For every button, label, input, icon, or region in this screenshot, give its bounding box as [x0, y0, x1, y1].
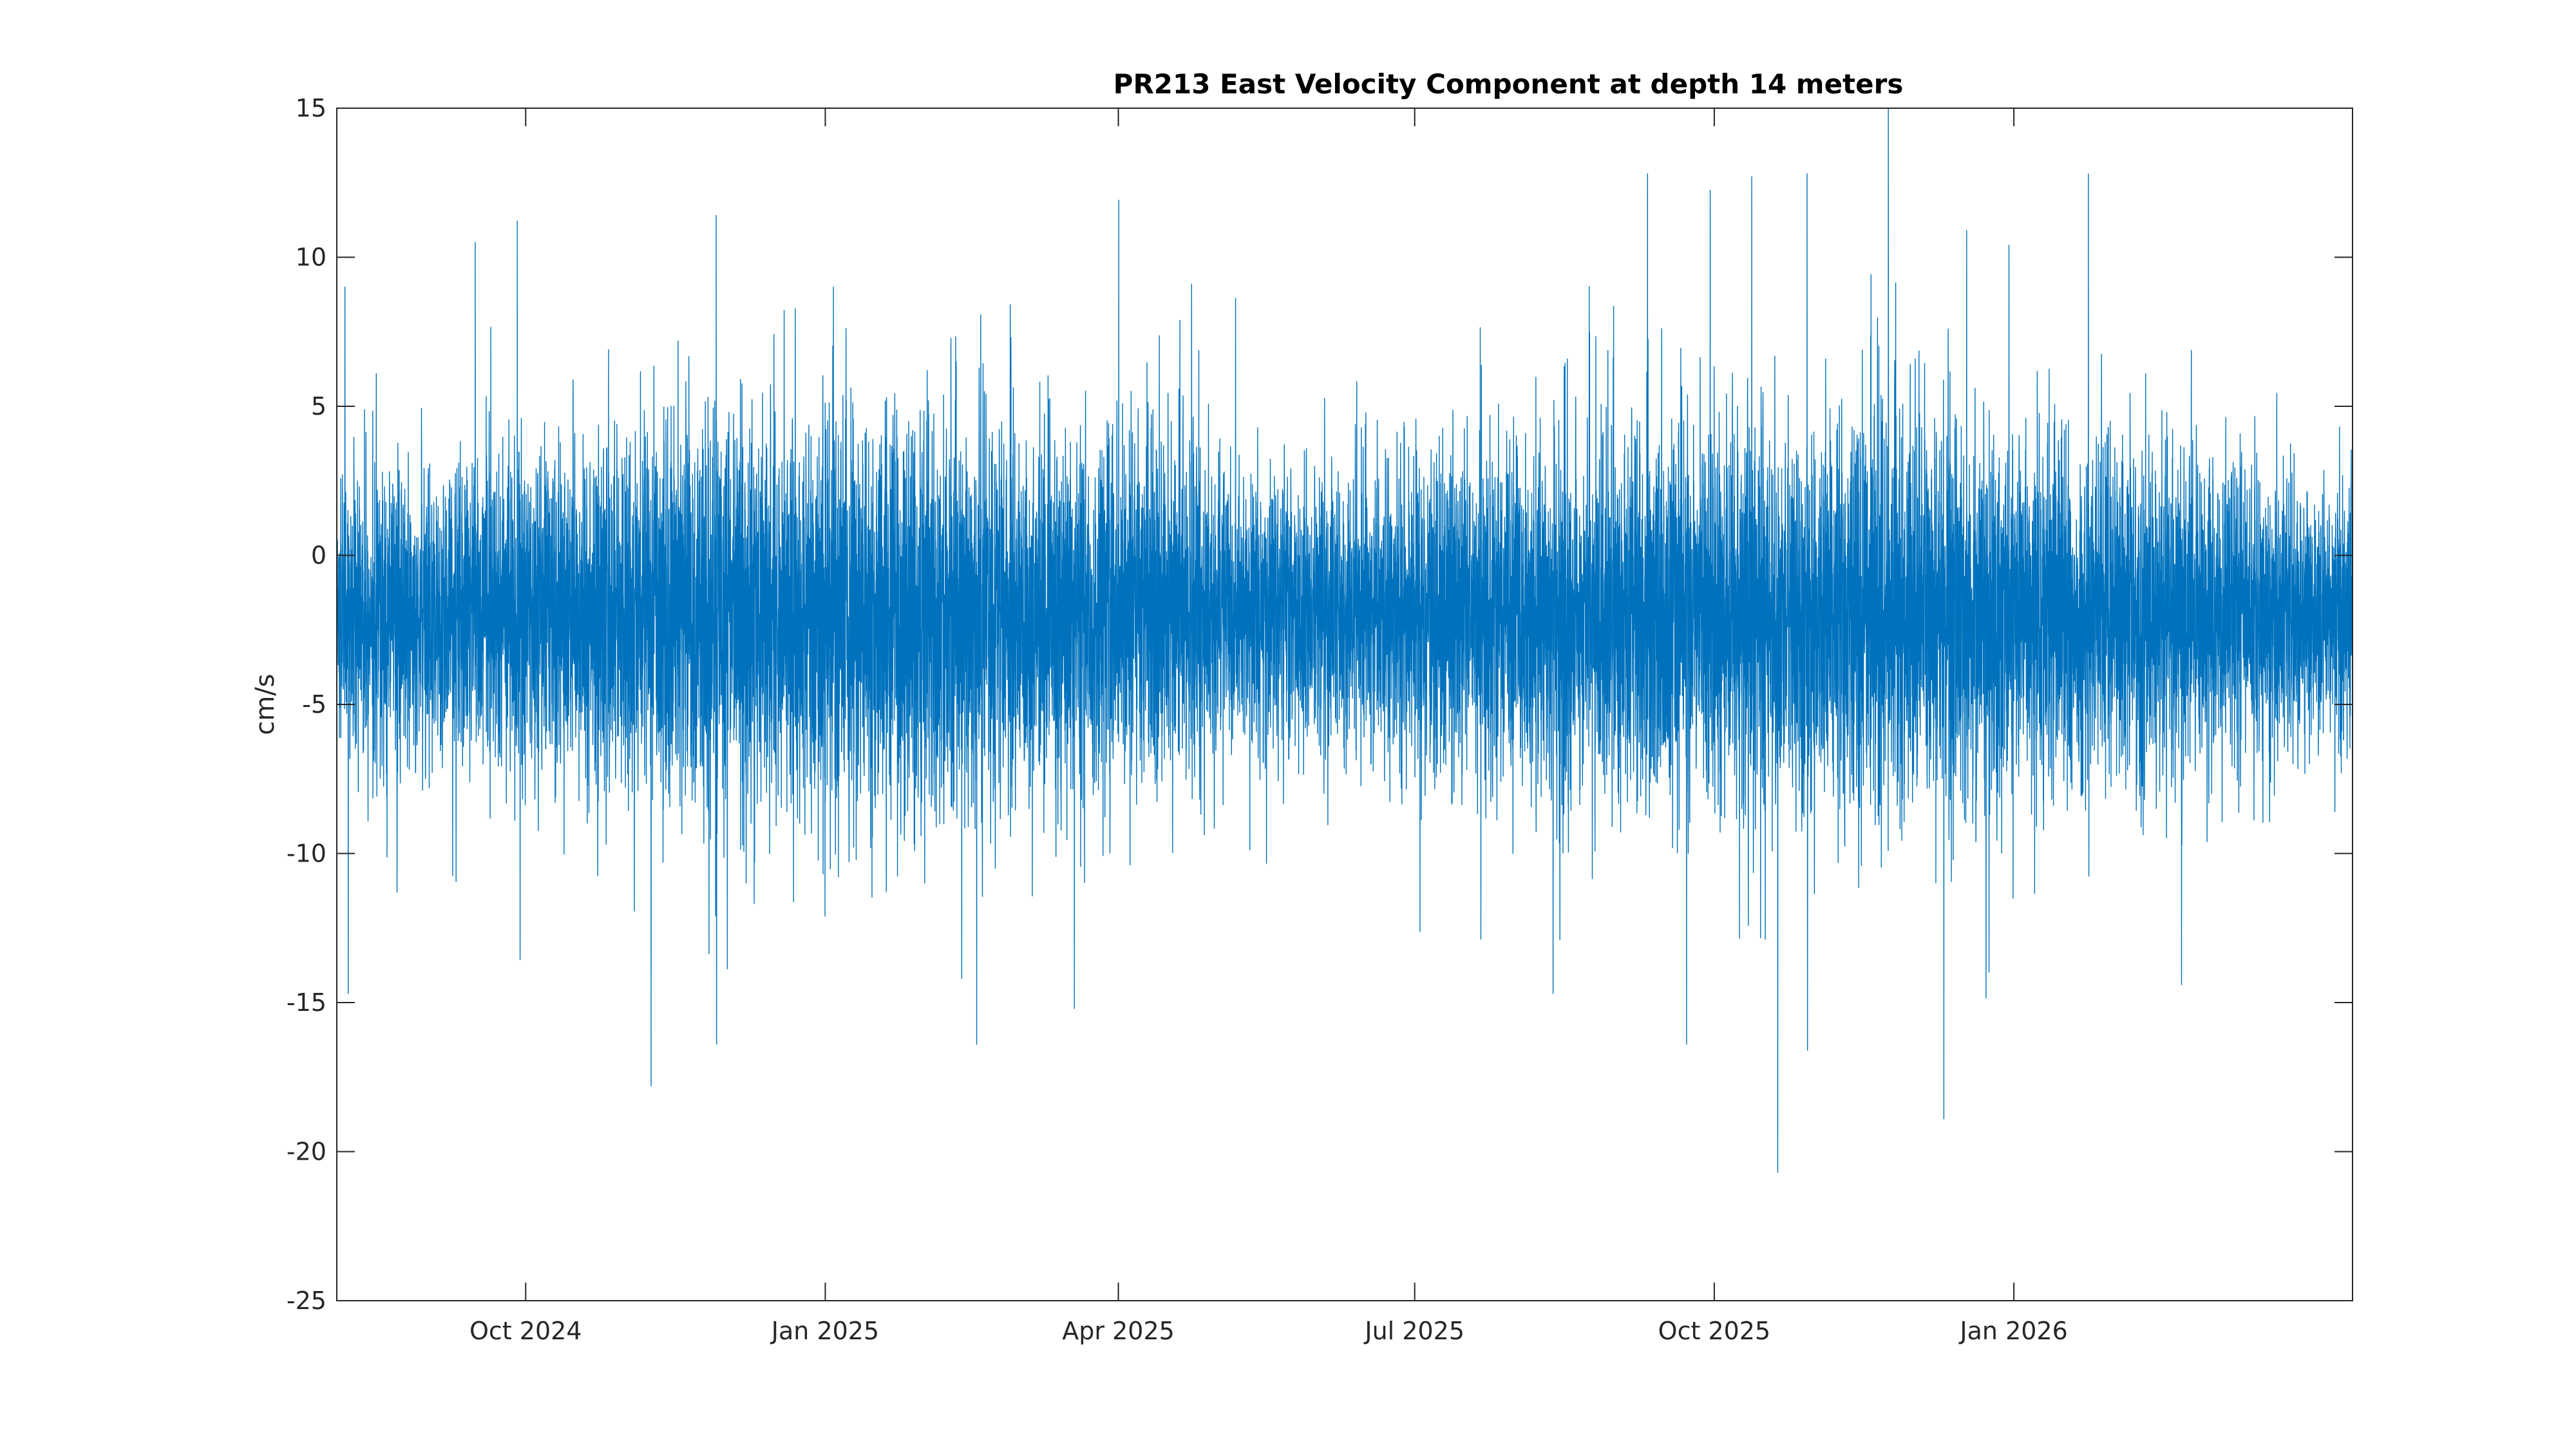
y-tick-label: 10 — [296, 243, 327, 272]
series-line-0 — [336, 108, 2353, 1173]
series-layer — [336, 108, 2353, 1173]
y-tick-label: -25 — [287, 1287, 327, 1315]
y-tick-label: 5 — [311, 392, 327, 420]
axes-layer: 15 10 5 0 -5 -10 -15 -20 -25 Oct 2024 Jan 2025 Apr … — [287, 94, 2353, 1345]
y-axis-label: cm/s — [251, 674, 280, 735]
x-tick-label: Jul 2025 — [1363, 1317, 1464, 1345]
x-tick-label: Oct 2024 — [469, 1317, 582, 1345]
y-tick-label: 15 — [296, 94, 327, 122]
y-tick-label: -10 — [287, 840, 327, 868]
chart-title: PR213 East Velocity Component at depth 1… — [1113, 68, 1904, 100]
x-tick-label: Apr 2025 — [1062, 1317, 1175, 1345]
y-tick-label: -5 — [302, 690, 327, 719]
y-tick-label: -15 — [287, 988, 327, 1017]
y-tick-label: -20 — [287, 1138, 327, 1166]
x-tick-label: Oct 2025 — [1658, 1317, 1771, 1345]
x-tick-label: Jan 2026 — [1958, 1317, 2067, 1345]
x-tick-label: Jan 2025 — [770, 1317, 879, 1345]
y-tick-label: 0 — [311, 542, 327, 570]
